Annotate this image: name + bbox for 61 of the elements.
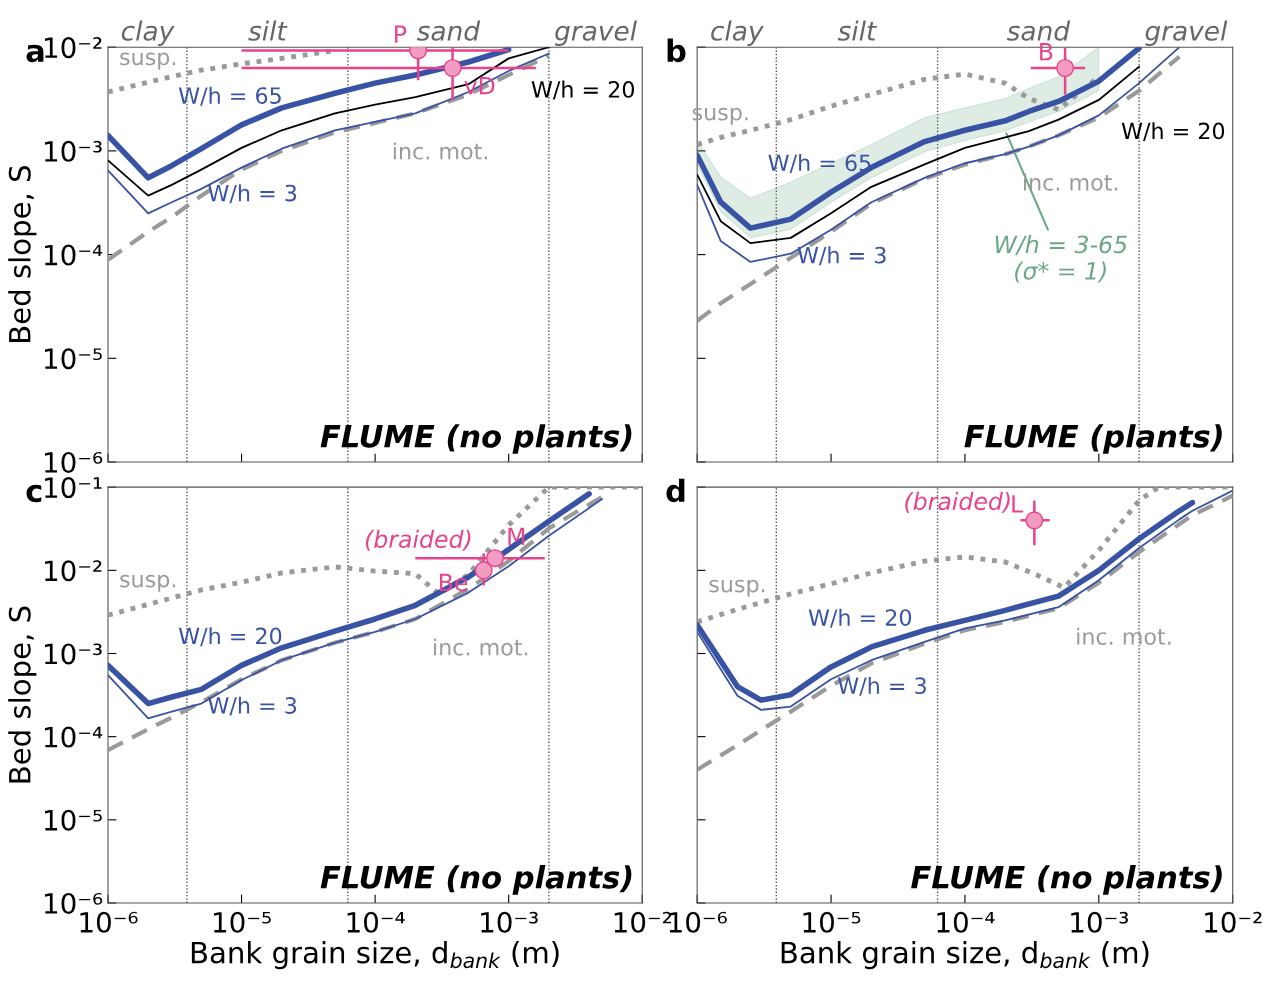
annotation: FLUME (no plants) bbox=[911, 865, 1222, 895]
y-axis-title: Bed slope, S bbox=[8, 166, 37, 342]
series-label: L bbox=[1012, 495, 1024, 513]
y-tick-label: 10⁻⁵ bbox=[45, 809, 102, 831]
x-tick-label: 10⁻² bbox=[1205, 911, 1262, 933]
y-tick-label: 10⁻³ bbox=[45, 140, 102, 162]
series-label: susp. bbox=[120, 52, 175, 70]
series-label: P bbox=[395, 25, 407, 43]
series-label: susp. bbox=[709, 579, 765, 597]
series-label: inc. mot. bbox=[1077, 627, 1171, 645]
chart-title: c bbox=[26, 484, 42, 503]
text: gravel bbox=[554, 20, 637, 46]
annotation: FLUME (no plants) bbox=[320, 424, 632, 454]
annotation: (braided) bbox=[365, 529, 471, 551]
series-label: inc. mot. bbox=[434, 638, 528, 656]
x-tick-label: 10⁻⁵ bbox=[803, 911, 861, 933]
text: gravel bbox=[1145, 20, 1228, 46]
x-tick-label: 10⁻³ bbox=[1071, 911, 1128, 933]
x-axis-title: Bank grain size, d$_{bank}$ (m) bbox=[781, 940, 1149, 970]
y-tick-label: 10⁻¹ bbox=[45, 477, 102, 499]
y-axis-title: Bed slope, S bbox=[8, 606, 37, 783]
y-tick-label: 10⁻³ bbox=[45, 643, 102, 665]
x-tick-label: 10⁻⁵ bbox=[214, 911, 271, 933]
series-label: inc. mot. bbox=[393, 142, 487, 160]
series-label: W/h = 20 bbox=[531, 80, 634, 100]
x-tick-label: 10⁻² bbox=[614, 911, 672, 933]
x-tick-label: 10⁻⁶ bbox=[669, 911, 727, 933]
chart-title: b bbox=[667, 38, 686, 63]
x-axis-title: Bank grain size, d$_{bank}$ (m) bbox=[191, 940, 559, 970]
x-tick-label: 10⁻³ bbox=[481, 911, 538, 933]
series-label: B bbox=[1040, 43, 1053, 61]
series-label: W/h = 65 bbox=[178, 86, 281, 106]
series-label: W/h = 20 bbox=[178, 627, 282, 647]
series-label: W/h = 20 bbox=[1121, 122, 1225, 142]
chart-title: d bbox=[666, 478, 685, 503]
series-label: susp. bbox=[120, 574, 175, 592]
y-tick-label: 10⁻² bbox=[45, 560, 102, 582]
annotation: (braided) bbox=[905, 491, 1010, 513]
series-label: W/h = 3 bbox=[797, 246, 886, 266]
series-label: W/h = 3 bbox=[208, 696, 297, 716]
y-tick-label: 10⁻² bbox=[45, 37, 102, 59]
annotation: FLUME (plants) bbox=[964, 424, 1222, 454]
text: silt bbox=[837, 20, 878, 41]
chart-title: a bbox=[26, 44, 44, 63]
text: clay bbox=[711, 20, 764, 46]
annotation: FLUME (no plants) bbox=[320, 865, 632, 895]
legend-label: W/h = 3-65 (σ* = 1) bbox=[995, 235, 1127, 283]
y-tick-label: 10⁻⁴ bbox=[45, 726, 103, 748]
series-label: M bbox=[508, 527, 525, 545]
series-label: W/h = 3 bbox=[837, 676, 926, 696]
y-tick-label: 10⁻⁵ bbox=[45, 348, 102, 370]
x-tick-label: 10⁻⁴ bbox=[347, 911, 405, 933]
text: sand bbox=[1006, 20, 1071, 41]
text: silt bbox=[248, 20, 288, 41]
x-tick-label: 10⁻⁴ bbox=[937, 911, 995, 933]
text: sand bbox=[416, 20, 481, 41]
y-tick-label: 10⁻⁴ bbox=[45, 244, 103, 266]
y-tick-label: 10⁻⁶ bbox=[45, 451, 103, 473]
text: clay bbox=[121, 20, 175, 46]
series-label: W/h = 20 bbox=[808, 608, 912, 628]
series-label: W/h = 3 bbox=[208, 184, 297, 204]
